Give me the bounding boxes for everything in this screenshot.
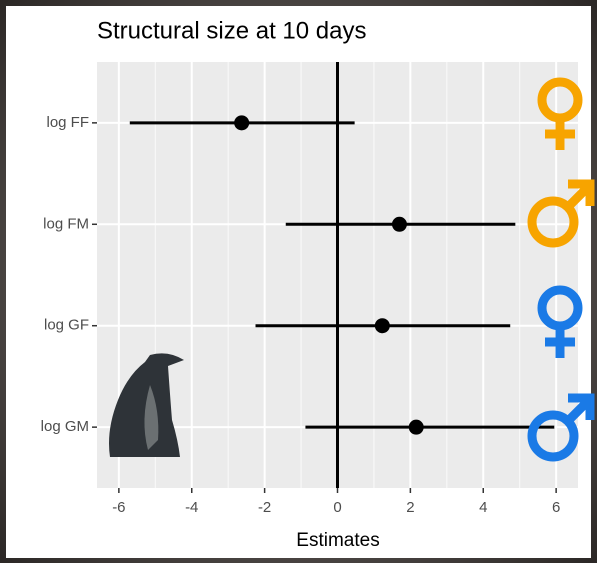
chart-title: Structural size at 10 days <box>97 17 366 44</box>
point <box>408 419 424 435</box>
x-tick-label: 4 <box>479 499 487 516</box>
x-tick-label: -6 <box>112 499 125 516</box>
point <box>374 318 390 334</box>
female-symbol <box>537 77 583 150</box>
y-tick-label: log FF <box>46 114 89 131</box>
point <box>234 115 250 131</box>
x-axis-label: Estimates <box>296 530 379 551</box>
male-symbol <box>527 393 595 462</box>
marks <box>129 62 555 488</box>
x-tick-label: 0 <box>333 499 341 516</box>
y-tick-label: log FM <box>43 215 89 232</box>
point <box>391 216 407 232</box>
x-tick-label: -2 <box>258 499 271 516</box>
sex-symbols <box>527 77 595 462</box>
x-tick-label: -4 <box>185 499 198 516</box>
y-tick-label: log GF <box>44 317 89 334</box>
y-tick-label: log GM <box>41 418 89 435</box>
female-symbol <box>537 285 583 358</box>
x-tick-label: 2 <box>406 499 414 516</box>
male-symbol <box>527 179 595 248</box>
x-tick-label: 6 <box>552 499 560 516</box>
penguin-belly <box>144 385 159 450</box>
